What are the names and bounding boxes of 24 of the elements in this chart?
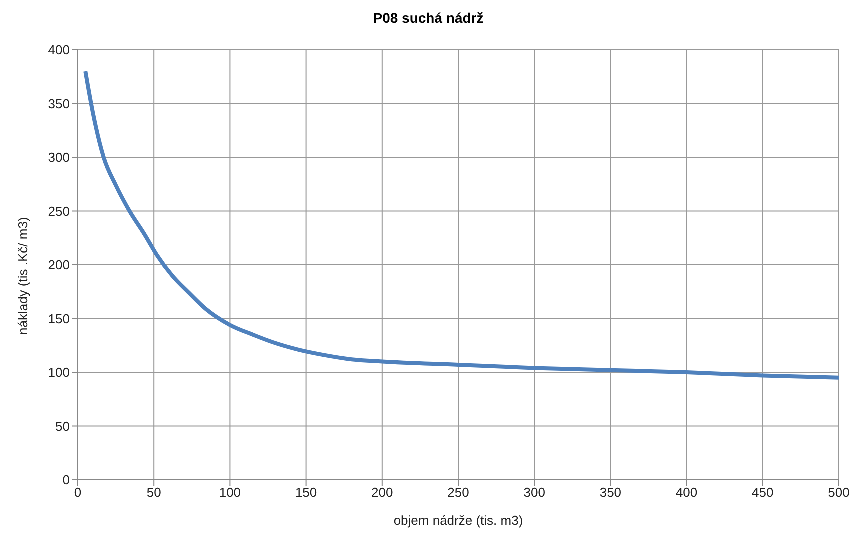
x-tick-label: 0 (74, 485, 82, 500)
x-tick-label: 150 (295, 485, 318, 500)
x-tick-label: 400 (676, 485, 698, 500)
x-tick-label: 450 (752, 485, 774, 500)
y-tick-label: 200 (48, 258, 70, 273)
x-tick-label: 250 (448, 485, 470, 500)
x-tick-label: 200 (372, 485, 394, 500)
y-axis-title: náklady (tis .Kč/ m3) (16, 217, 31, 335)
x-tick-label: 500 (828, 485, 850, 500)
y-tick-label: 350 (48, 96, 70, 112)
y-tick-label: 250 (48, 204, 70, 219)
x-tick-label: 50 (146, 485, 162, 500)
line-series (84, 70, 839, 380)
chart-title: P08 suchá nádrž (372, 10, 485, 28)
x-tick-label: 300 (524, 485, 546, 500)
y-tick-label: 400 (48, 42, 70, 58)
y-tick-label: 150 (48, 311, 70, 326)
y-tick-label: 0 (62, 472, 70, 488)
x-tick-label: 350 (600, 485, 622, 500)
x-tick-label: 100 (219, 485, 242, 500)
x-axis-title: objem nádrže (tis. m3) (394, 513, 524, 528)
y-tick-label: 300 (48, 150, 70, 166)
y-tick-label: 100 (48, 365, 70, 380)
y-tick-label: 50 (56, 418, 70, 434)
